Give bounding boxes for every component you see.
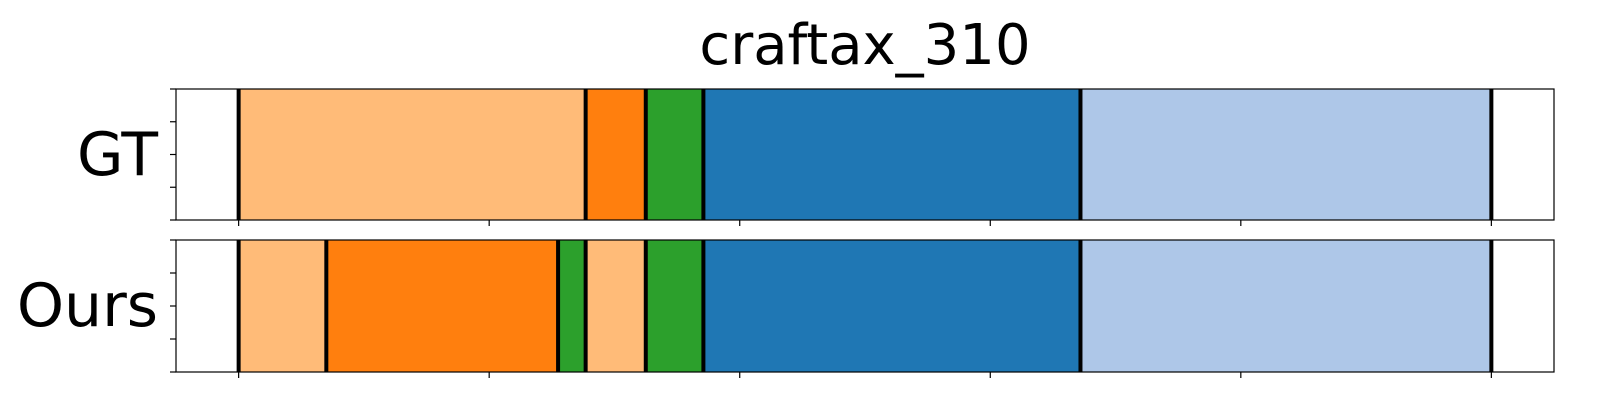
y-ticks-ours xyxy=(170,239,176,373)
segment-gt-0 xyxy=(238,89,586,220)
y-ticks-gt xyxy=(170,88,176,221)
x-ticks-gt xyxy=(238,220,1492,226)
segment-gt-4 xyxy=(1080,89,1492,220)
segment-ours-1 xyxy=(326,240,559,372)
row-label-ours: Ours xyxy=(17,271,158,341)
timeline-row-ours: Ours xyxy=(17,239,1555,378)
row-label-gt: GT xyxy=(77,120,158,190)
boundaries-gt xyxy=(236,89,1494,220)
chart-title: craftax_310 xyxy=(699,13,1030,78)
boundaries-ours xyxy=(236,240,1494,372)
segments-gt xyxy=(238,89,1492,220)
segment-ours-6 xyxy=(1080,240,1492,372)
segment-ours-3 xyxy=(585,240,646,372)
segments-ours xyxy=(238,240,1492,372)
segment-gt-3 xyxy=(703,89,1081,220)
x-ticks-ours xyxy=(238,372,1492,378)
timeline-row-gt: GT xyxy=(77,88,1555,226)
segment-ours-0 xyxy=(238,240,327,372)
segment-gt-1 xyxy=(585,89,646,220)
segment-gt-2 xyxy=(645,89,704,220)
segment-ours-4 xyxy=(645,240,704,372)
segment-ours-5 xyxy=(703,240,1081,372)
segment-ours-2 xyxy=(558,240,586,372)
